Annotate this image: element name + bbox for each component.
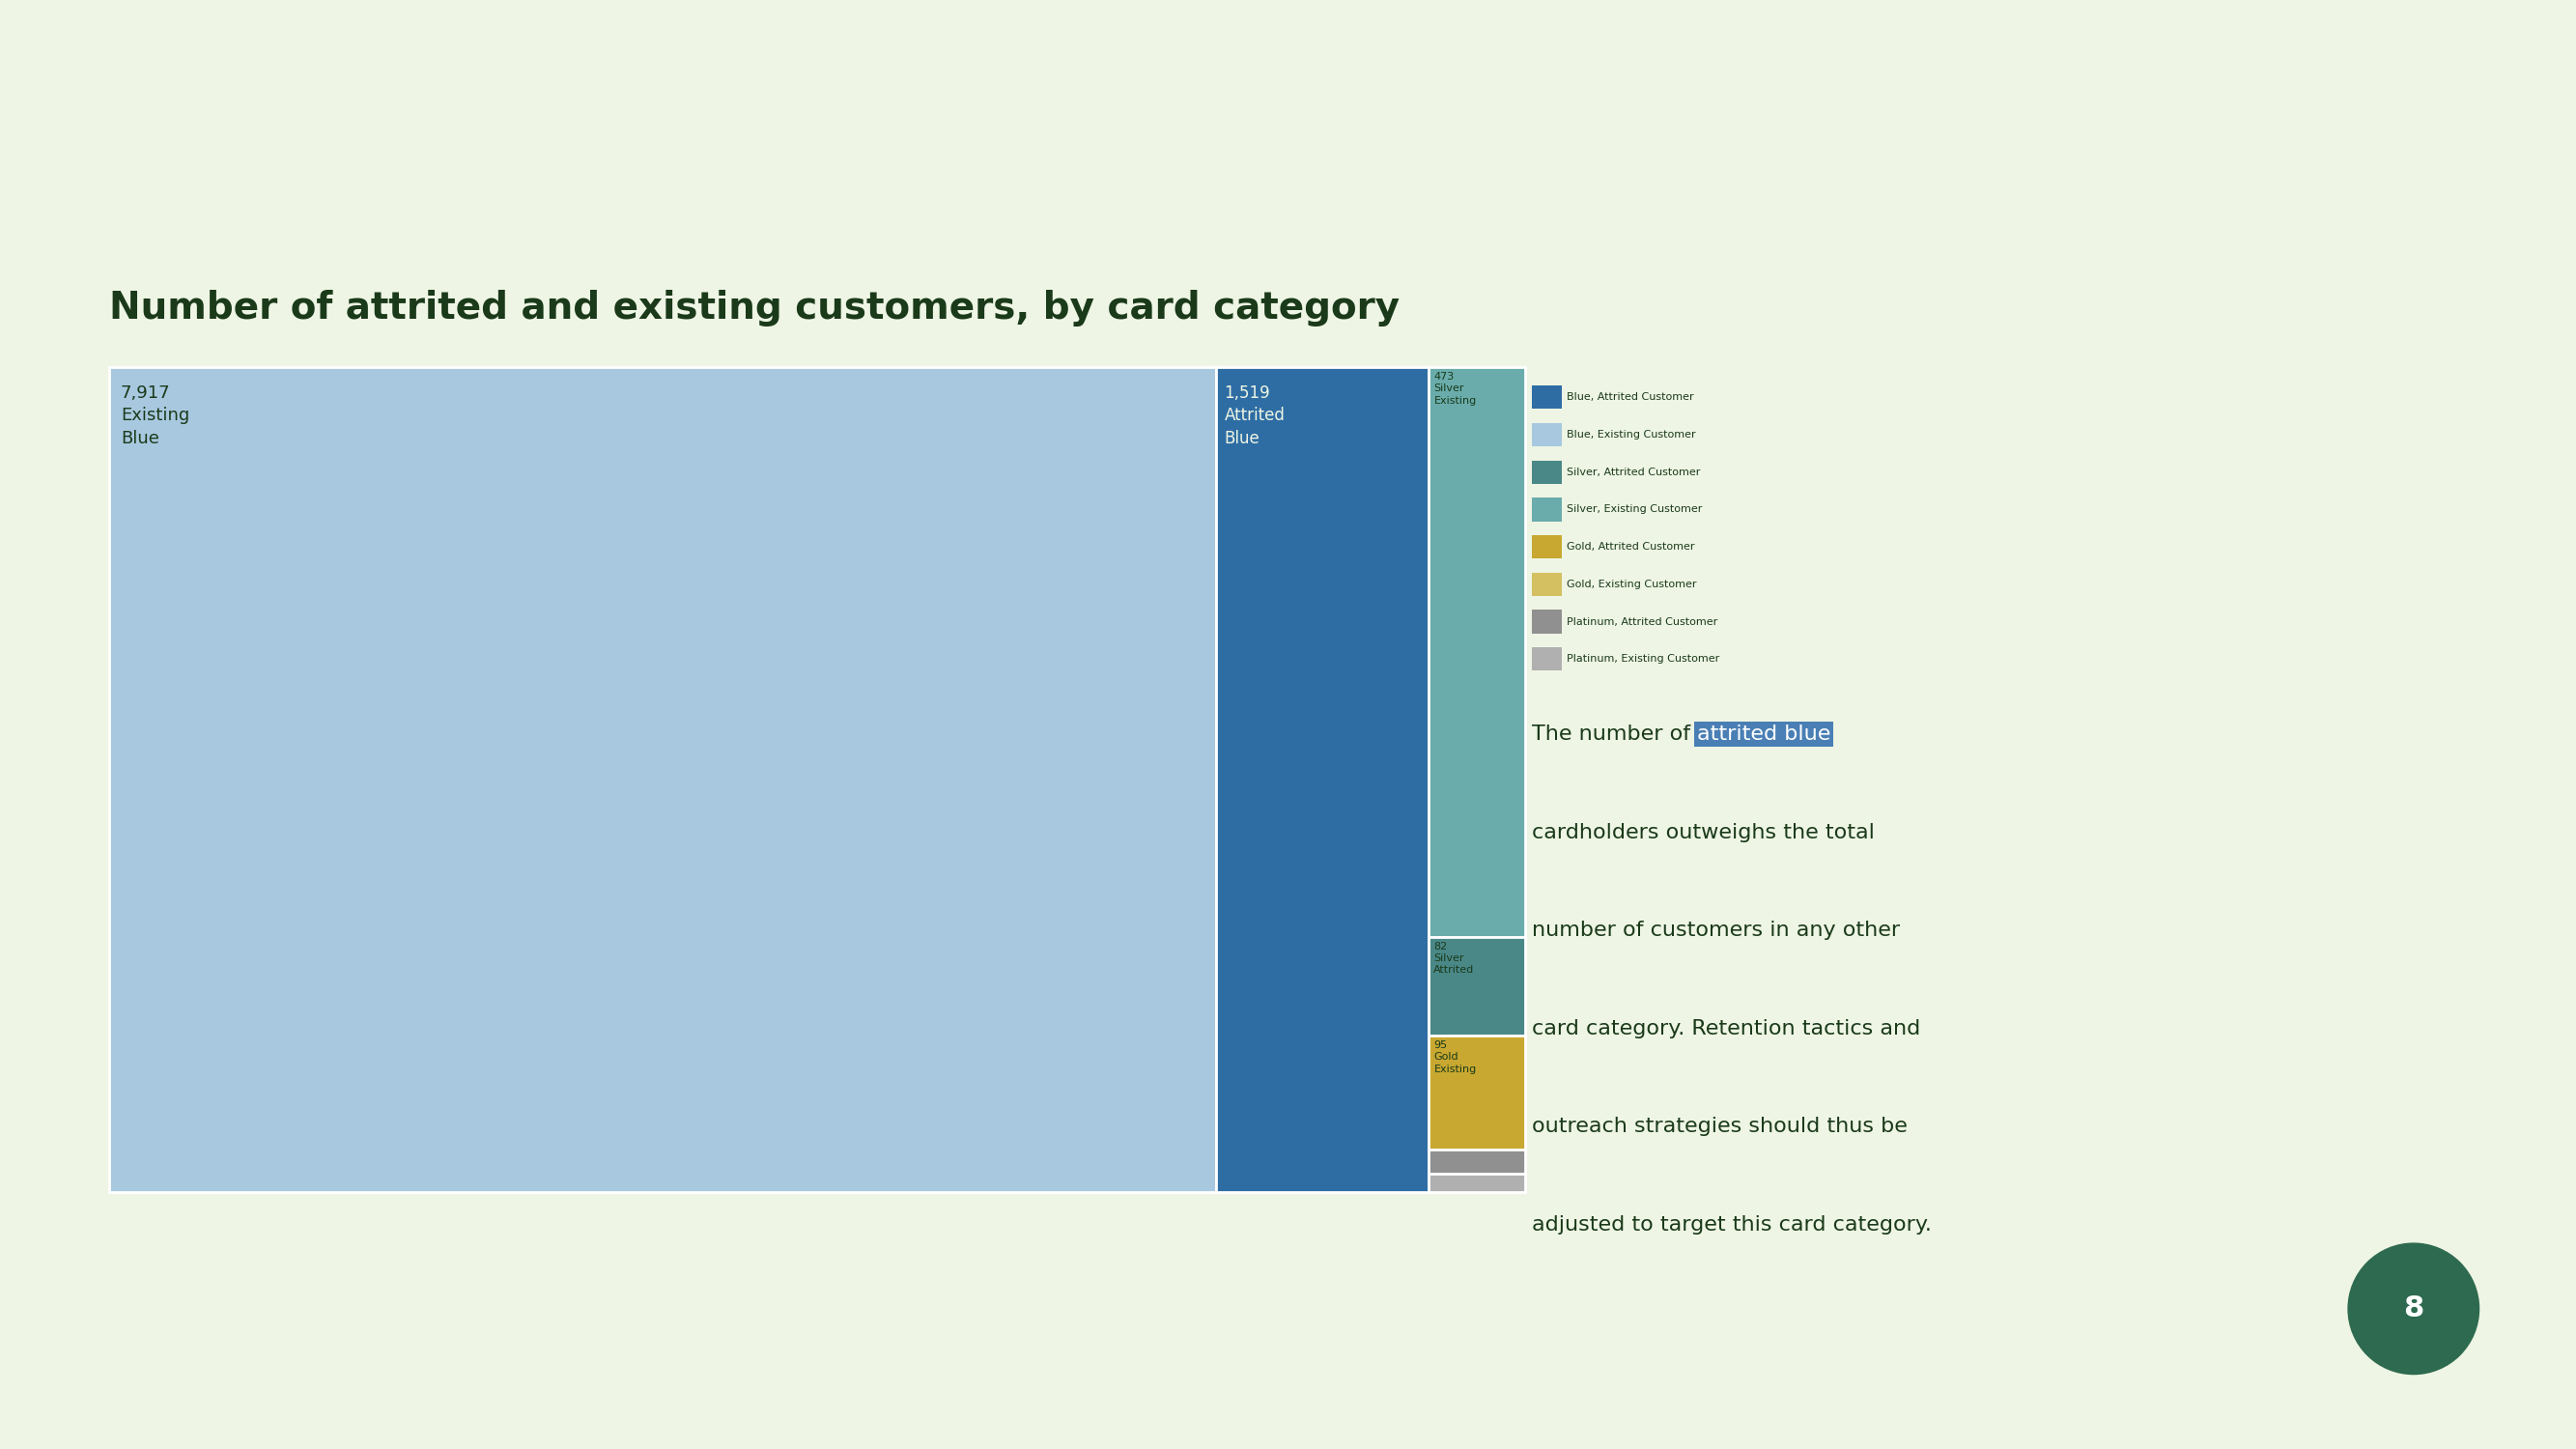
- Bar: [1216, 367, 1430, 1193]
- Text: Gold, Existing Customer: Gold, Existing Customer: [1566, 580, 1698, 590]
- Text: card category. Retention tactics and: card category. Retention tactics and: [1533, 1019, 1919, 1039]
- Bar: [1533, 498, 1561, 522]
- Bar: [1430, 936, 1525, 1036]
- Text: cardholders outweighs the total: cardholders outweighs the total: [1533, 823, 1875, 842]
- Bar: [1533, 461, 1561, 484]
- Text: outreach strategies should thus be: outreach strategies should thus be: [1533, 1117, 1906, 1136]
- Text: Number of attrited and existing customers, by card category: Number of attrited and existing customer…: [108, 290, 1399, 327]
- Text: The number of: The number of: [1533, 724, 1698, 743]
- Circle shape: [2349, 1243, 2478, 1374]
- Text: 473
Silver
Existing: 473 Silver Existing: [1435, 372, 1476, 406]
- Text: Silver, Existing Customer: Silver, Existing Customer: [1566, 504, 1703, 514]
- Bar: [1533, 610, 1561, 633]
- Text: Blue, Existing Customer: Blue, Existing Customer: [1566, 430, 1695, 439]
- Bar: [1430, 1036, 1525, 1149]
- Text: Platinum, Attrited Customer: Platinum, Attrited Customer: [1566, 617, 1718, 626]
- Text: 82
Silver
Attrited: 82 Silver Attrited: [1435, 942, 1473, 975]
- Bar: [1430, 367, 1525, 936]
- Text: Silver, Attrited Customer: Silver, Attrited Customer: [1566, 467, 1700, 477]
- Text: 8: 8: [2403, 1295, 2424, 1323]
- Text: 7,917
Existing
Blue: 7,917 Existing Blue: [121, 384, 191, 448]
- Text: adjusted to target this card category.: adjusted to target this card category.: [1533, 1216, 1932, 1235]
- Bar: [1533, 535, 1561, 558]
- Text: Blue, Attrited Customer: Blue, Attrited Customer: [1566, 393, 1695, 403]
- Bar: [1430, 1149, 1525, 1174]
- Text: number of customers in any other: number of customers in any other: [1533, 920, 1899, 940]
- Bar: [1430, 1174, 1525, 1193]
- Text: Platinum, Existing Customer: Platinum, Existing Customer: [1566, 655, 1721, 664]
- Bar: [1533, 423, 1561, 446]
- Text: 1,519
Attrited
Blue: 1,519 Attrited Blue: [1224, 384, 1285, 448]
- Text: attrited blue: attrited blue: [1698, 724, 1832, 743]
- Bar: [1533, 648, 1561, 671]
- Bar: [108, 367, 1216, 1193]
- Text: 95
Gold
Existing: 95 Gold Existing: [1435, 1040, 1476, 1074]
- Bar: [1533, 572, 1561, 596]
- Bar: [1533, 385, 1561, 409]
- Text: Gold, Attrited Customer: Gold, Attrited Customer: [1566, 542, 1695, 552]
